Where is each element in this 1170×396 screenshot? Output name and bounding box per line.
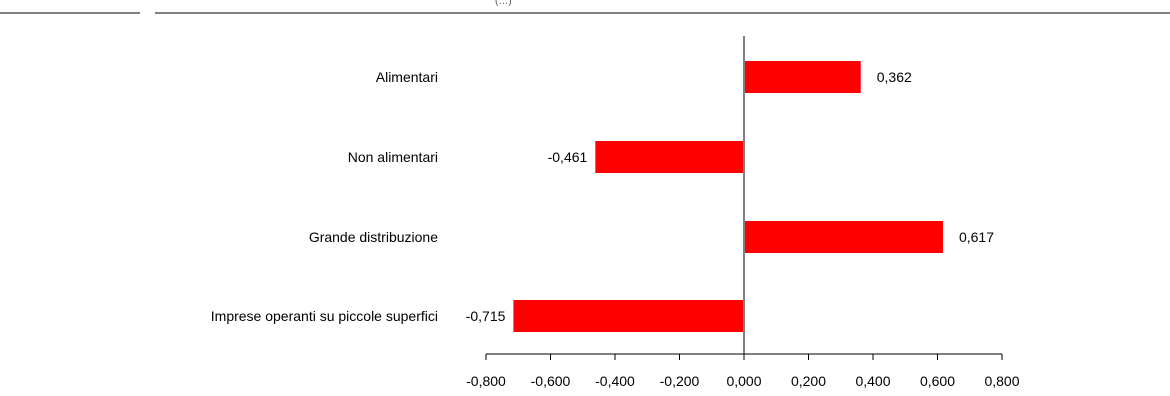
x-tick-label: -0,200 (660, 373, 700, 389)
bar (744, 221, 943, 253)
bar (744, 61, 861, 93)
x-tick-label: -0,400 (595, 373, 635, 389)
data-label: -0,461 (548, 149, 588, 165)
data-label: 0,362 (877, 69, 912, 85)
x-axis-ticks: -0,800 -0,600 -0,400 -0,200 0,000 0,200 0,400 0… (466, 354, 1020, 389)
category-labels: Alimentari Non alimentari Grande distribuz… (211, 69, 438, 324)
bars-group (513, 61, 943, 332)
category-label: Grande distribuzione (309, 229, 438, 245)
x-tick-label: -0,800 (466, 373, 506, 389)
x-tick-label: 0,000 (726, 373, 761, 389)
x-tick-label: -0,600 (531, 373, 571, 389)
value-labels: 0,362 -0,461 0,617 -0,715 (466, 69, 995, 324)
category-label: Imprese operanti su piccole superfici (211, 308, 438, 324)
bar (595, 141, 744, 173)
x-tick-label: 0,200 (791, 373, 826, 389)
bar (513, 300, 744, 332)
header-text: (…) (495, 0, 512, 7)
x-tick-label: 0,600 (920, 373, 955, 389)
category-label: Alimentari (376, 69, 438, 85)
data-label: -0,715 (466, 308, 506, 324)
x-tick-label: 0,400 (855, 373, 890, 389)
data-label: 0,617 (959, 229, 994, 245)
x-tick-label: 0,800 (984, 373, 1019, 389)
category-label: Non alimentari (348, 149, 438, 165)
